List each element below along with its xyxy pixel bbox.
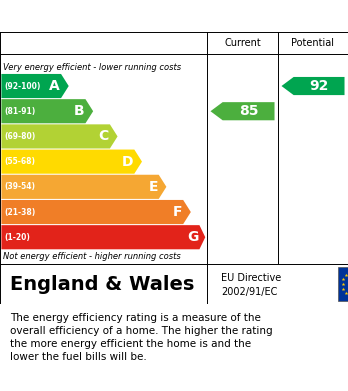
Text: Very energy efficient - lower running costs: Very energy efficient - lower running co… <box>3 63 182 72</box>
Text: F: F <box>173 205 182 219</box>
Text: B: B <box>74 104 85 118</box>
Text: (55-68): (55-68) <box>4 157 35 166</box>
Text: C: C <box>99 129 109 143</box>
Text: E: E <box>148 180 158 194</box>
Polygon shape <box>1 175 166 199</box>
Text: 92: 92 <box>309 79 329 93</box>
Polygon shape <box>1 200 191 224</box>
Polygon shape <box>211 102 275 120</box>
Text: 85: 85 <box>239 104 258 118</box>
Text: (69-80): (69-80) <box>4 132 35 141</box>
Text: Not energy efficient - higher running costs: Not energy efficient - higher running co… <box>3 253 181 262</box>
Polygon shape <box>1 124 118 149</box>
Polygon shape <box>1 149 142 174</box>
Text: A: A <box>49 79 60 93</box>
Polygon shape <box>282 77 345 95</box>
Text: (21-38): (21-38) <box>4 208 35 217</box>
Text: (92-100): (92-100) <box>4 82 41 91</box>
Text: The energy efficiency rating is a measure of the
overall efficiency of a home. T: The energy efficiency rating is a measur… <box>10 313 273 362</box>
Text: G: G <box>187 230 198 244</box>
Text: D: D <box>122 154 133 169</box>
Polygon shape <box>1 99 93 123</box>
Text: 2002/91/EC: 2002/91/EC <box>221 287 277 297</box>
Text: (81-91): (81-91) <box>4 107 35 116</box>
Text: (1-20): (1-20) <box>4 233 30 242</box>
Text: Energy Efficiency Rating: Energy Efficiency Rating <box>10 9 213 23</box>
Text: Current: Current <box>224 38 261 48</box>
Text: England & Wales: England & Wales <box>10 274 195 294</box>
Polygon shape <box>1 74 69 98</box>
Bar <box>338 267 348 301</box>
Polygon shape <box>1 225 205 249</box>
Text: (39-54): (39-54) <box>4 182 35 191</box>
Text: Potential: Potential <box>292 38 334 48</box>
Text: EU Directive: EU Directive <box>221 273 281 283</box>
